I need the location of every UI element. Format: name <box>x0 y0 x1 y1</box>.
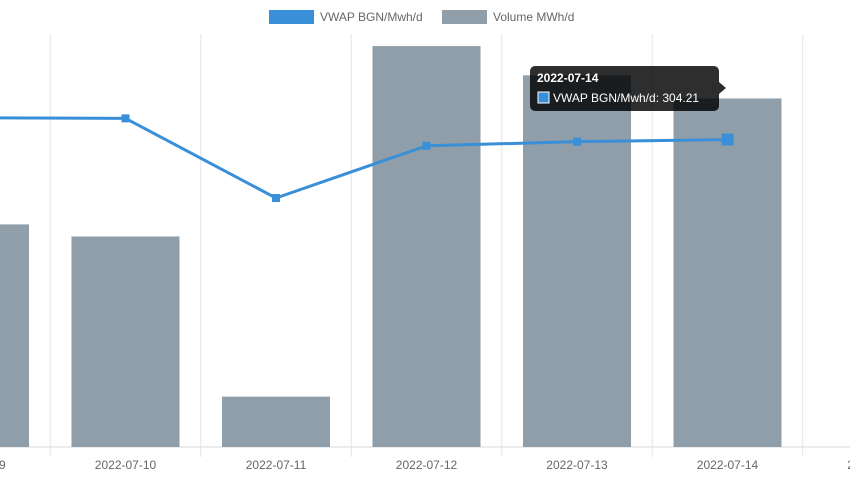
x-axis-ticks: 2022-07-09 2022-07-10 2022-07-11 2022-07-12… <box>0 458 850 472</box>
volume-bar-2022-07-10[interactable] <box>71 236 180 447</box>
x-tick-label: 2022-07-14 <box>697 458 759 472</box>
vwap-point-2022-07-10[interactable] <box>121 114 130 123</box>
vwap-series-line <box>0 116 728 200</box>
tooltip-title: 2022-07-14 <box>537 71 599 85</box>
x-tick-label: 2022-07-13 <box>546 458 608 472</box>
vwap-line <box>0 114 734 203</box>
legend[interactable]: VWAP BGN/Mwh/d Volume MWh/d <box>269 10 574 24</box>
volume-bar-2022-07-11[interactable] <box>222 396 330 447</box>
legend-label-vwap[interactable]: VWAP BGN/Mwh/d <box>320 10 423 24</box>
x-tick-label: 2022-07-12 <box>396 458 458 472</box>
volume-bar-2022-07-12[interactable] <box>372 46 481 448</box>
x-tick-label: 2022-07-09 <box>0 458 6 472</box>
tooltip: 2022-07-14 VWAP BGN/Mwh/d: 304.21 <box>530 66 726 111</box>
legend-swatch-volume[interactable] <box>442 10 487 24</box>
x-tick-label: 2022-07-11 <box>246 458 307 472</box>
tooltip-caret <box>719 82 726 94</box>
vwap-point-2022-07-12[interactable] <box>422 141 431 150</box>
tooltip-label: VWAP BGN/Mwh/d: 304.21 <box>553 91 699 105</box>
tooltip-box <box>530 66 719 111</box>
vwap-point-2022-07-11[interactable] <box>272 194 280 203</box>
volume-bar-2022-07-13[interactable] <box>523 75 631 448</box>
volume-bar-2022-07-14[interactable] <box>673 98 782 447</box>
tooltip-color-swatch <box>537 91 550 104</box>
vwap-point-2022-07-13[interactable] <box>573 137 581 146</box>
vwap-point-2022-07-14[interactable] <box>721 133 734 146</box>
volume-bars <box>0 46 782 448</box>
legend-swatch-vwap[interactable] <box>269 10 314 24</box>
legend-label-volume[interactable]: Volume MWh/d <box>493 10 574 24</box>
x-tick-label: 2022-07-10 <box>95 458 157 472</box>
x-tick-label: 2022-07-15 <box>847 458 850 472</box>
volume-bar-2022-07-09[interactable] <box>0 224 29 447</box>
